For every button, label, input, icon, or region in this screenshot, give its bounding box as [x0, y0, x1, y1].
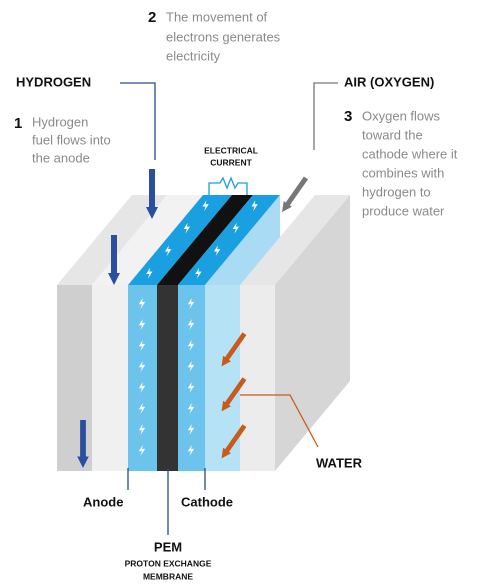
cathode — [178, 285, 205, 471]
pem-label: PEM — [154, 539, 182, 554]
pem-top — [157, 195, 253, 285]
step-text: cathode where it — [362, 146, 458, 161]
step-text: Oxygen flows — [362, 108, 441, 123]
pem-full: PROTON EXCHANGE — [125, 558, 212, 568]
current-label: CURRENT — [210, 157, 252, 167]
step-number: 2 — [148, 9, 156, 26]
water-leader — [240, 394, 319, 448]
left-plate-inner-top — [92, 195, 203, 285]
pem-full: MEMBRANE — [143, 571, 193, 581]
step-number: 3 — [344, 108, 352, 125]
cathode-label: Cathode — [181, 494, 233, 509]
step-text: The movement of — [166, 9, 268, 24]
step-number: 1 — [14, 115, 22, 132]
step-text: Hydrogen — [32, 114, 88, 129]
air-label: AIR (OXYGEN) — [344, 74, 434, 89]
step-text: fuel flows into — [32, 132, 111, 147]
step-text: the anode — [32, 150, 90, 165]
circuit — [208, 176, 248, 195]
step-text: combines with — [362, 165, 444, 180]
right-plate-top — [240, 195, 350, 285]
step-text: hydrogen to — [362, 184, 431, 199]
left-plate-front — [57, 285, 92, 471]
step-text: produce water — [362, 203, 445, 218]
air-leader — [313, 82, 338, 150]
left-plate-inner — [92, 285, 128, 471]
anode — [128, 285, 157, 471]
anode-label: Anode — [83, 494, 123, 509]
cathode-top — [178, 195, 280, 285]
water-label: WATER — [316, 455, 363, 470]
hydrogen-label: HYDROGEN — [16, 74, 91, 89]
current-label: ELECTRICAL — [204, 145, 258, 155]
right-plate-front — [240, 285, 275, 471]
step-text: electrons generates — [166, 29, 281, 44]
step-text: toward the — [362, 127, 423, 142]
pem — [157, 285, 178, 471]
anode-top — [128, 195, 232, 285]
step-text: electricity — [166, 48, 221, 63]
hydrogen-leader — [120, 82, 156, 160]
